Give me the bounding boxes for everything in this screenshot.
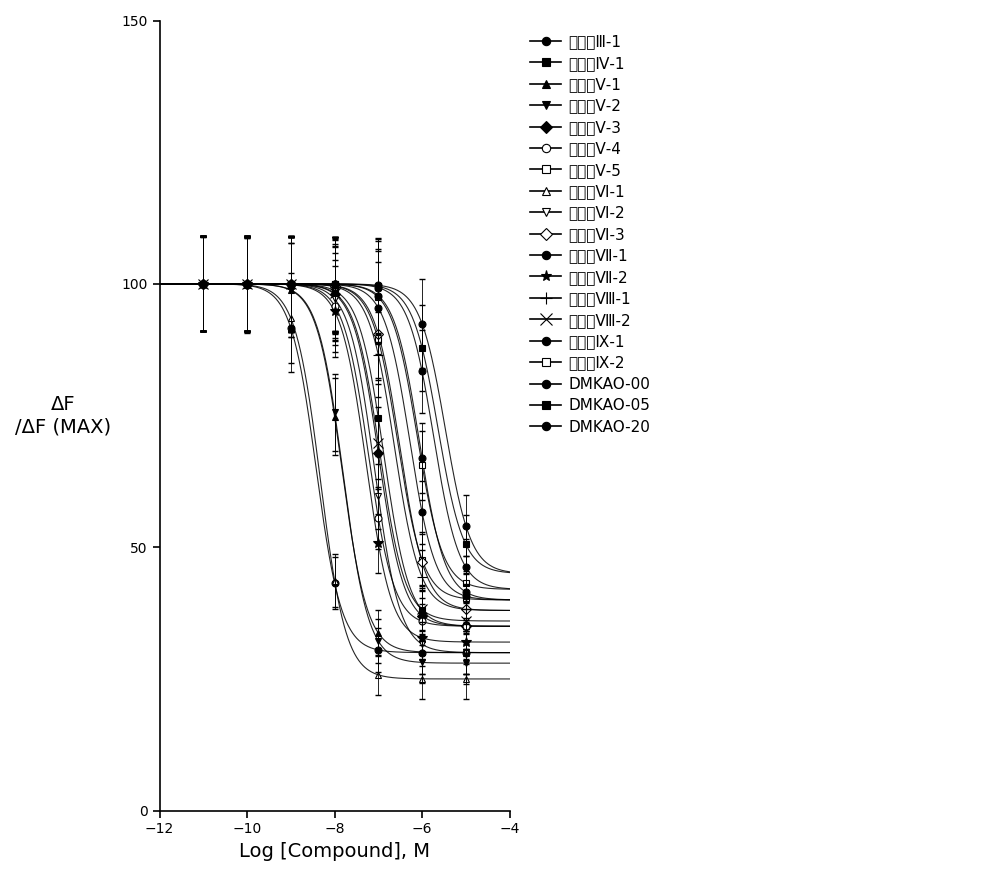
Y-axis label: ΔF
/ΔF (MAX): ΔF /ΔF (MAX)	[15, 395, 111, 436]
Legend: 化合物Ⅲ-1, 化合物Ⅳ-1, 化合物Ⅴ-1, 化合物Ⅴ-2, 化合物Ⅴ-3, 化合物Ⅴ-4, 化合物Ⅴ-5, 化合物Ⅵ-1, 化合物Ⅵ-2, 化合物Ⅵ-3, : 化合物Ⅲ-1, 化合物Ⅳ-1, 化合物Ⅴ-1, 化合物Ⅴ-2, 化合物Ⅴ-3, …	[524, 28, 656, 441]
X-axis label: Log [Compound], M: Log [Compound], M	[239, 842, 430, 861]
